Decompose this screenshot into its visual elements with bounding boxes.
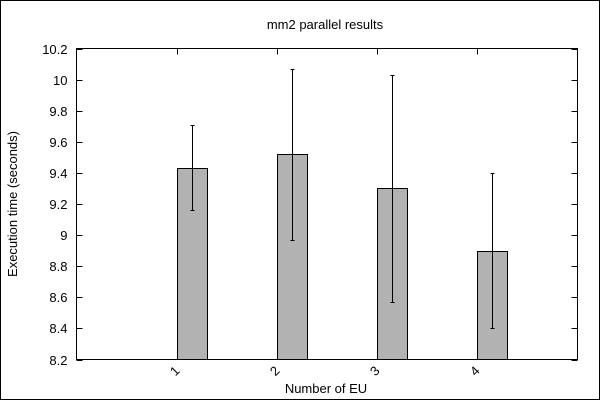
y-tick-label: 10.2 <box>42 42 67 57</box>
y-tick-label: 9.4 <box>49 166 67 181</box>
x-tick-label: 3 <box>367 363 383 379</box>
chart-title: mm2 parallel results <box>267 17 384 32</box>
x-tick-label: 4 <box>467 363 483 379</box>
x-axis-label: Number of EU <box>285 381 367 396</box>
y-axis: 8.2 8.4 8.6 8.8 9 9.2 9.4 9.6 9.8 10 10.2 <box>42 42 578 368</box>
y-tick-label: 8.4 <box>49 321 67 336</box>
x-tick-label: 1 <box>167 363 183 379</box>
y-tick-label: 9 <box>60 228 67 243</box>
x-axis: 1 2 3 4 <box>167 48 483 379</box>
y-tick-label: 8.8 <box>49 259 67 274</box>
y-tick-label: 8.2 <box>49 353 67 368</box>
x-tick-label: 2 <box>267 363 283 379</box>
y-tick-label: 9.6 <box>49 135 67 150</box>
y-tick-label: 9.8 <box>49 104 67 119</box>
y-axis-label: Execution time (seconds) <box>5 131 20 277</box>
y-tick-label: 9.2 <box>49 197 67 212</box>
bar-series <box>177 69 508 360</box>
y-tick-label: 10 <box>53 73 67 88</box>
y-tick-label: 8.6 <box>49 290 67 305</box>
